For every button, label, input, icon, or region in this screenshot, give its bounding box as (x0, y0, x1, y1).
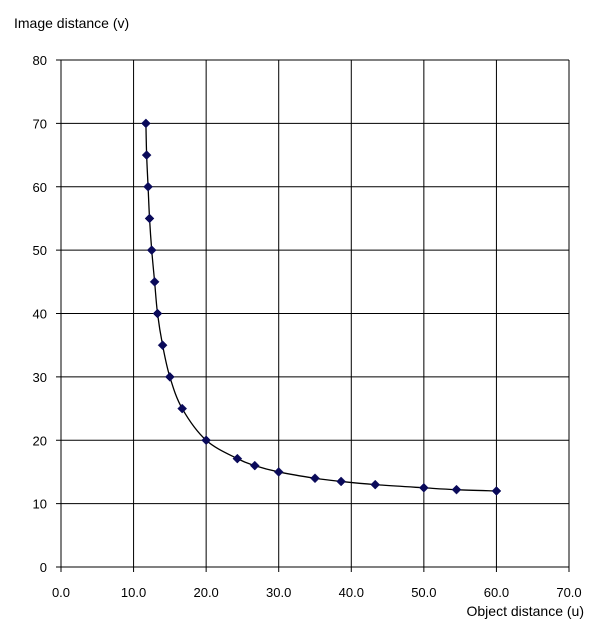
data-point (201, 435, 211, 446)
x-tick-label: 70.0 (556, 585, 581, 600)
series (141, 118, 502, 496)
x-tick-label: 50.0 (411, 585, 436, 600)
data-point (144, 213, 155, 224)
y-tick-label: 20 (33, 433, 47, 448)
data-point (146, 245, 157, 255)
data-point (149, 276, 160, 287)
x-tick-label: 20.0 (193, 585, 218, 600)
y-tick-label: 80 (33, 53, 47, 68)
y-tick-label: 40 (33, 307, 47, 322)
data-point (177, 403, 188, 414)
data-point (370, 479, 381, 490)
data-point (152, 308, 163, 319)
y-tick-label: 10 (33, 497, 47, 512)
data-point (165, 372, 175, 382)
x-tick-label: 10.0 (121, 585, 146, 600)
data-point (157, 340, 168, 351)
data-point (491, 486, 502, 496)
data-point (451, 484, 462, 495)
x-tick-label: 60.0 (484, 585, 509, 600)
data-point (232, 453, 243, 464)
y-tick-label: 0 (40, 560, 47, 575)
data-point (249, 460, 260, 471)
data-point (273, 467, 284, 477)
y-axis-title: Image distance (v) (14, 15, 129, 31)
y-tick-label: 30 (33, 370, 47, 385)
grid-lines (61, 59, 570, 567)
y-tick-label: 70 (33, 116, 47, 131)
data-point (141, 118, 151, 129)
x-tick-labels: 0.0 10.0 20.0 30.0 40.0 50.0 60.0 70.0 (52, 585, 582, 600)
data-point (141, 150, 152, 160)
data-point (419, 482, 429, 493)
x-tick-label: 30.0 (266, 585, 291, 600)
y-tick-label: 60 (33, 180, 47, 195)
y-tick-label: 50 (33, 243, 47, 258)
x-axis-title: Object distance (u) (467, 603, 585, 619)
y-tick-labels: 0 10 20 30 40 50 60 70 80 (33, 53, 47, 575)
data-point (336, 476, 346, 487)
data-point (310, 473, 320, 484)
axes (56, 59, 570, 572)
x-tick-label: 0.0 (52, 585, 70, 600)
data-point (143, 181, 153, 192)
x-tick-label: 40.0 (339, 585, 364, 600)
